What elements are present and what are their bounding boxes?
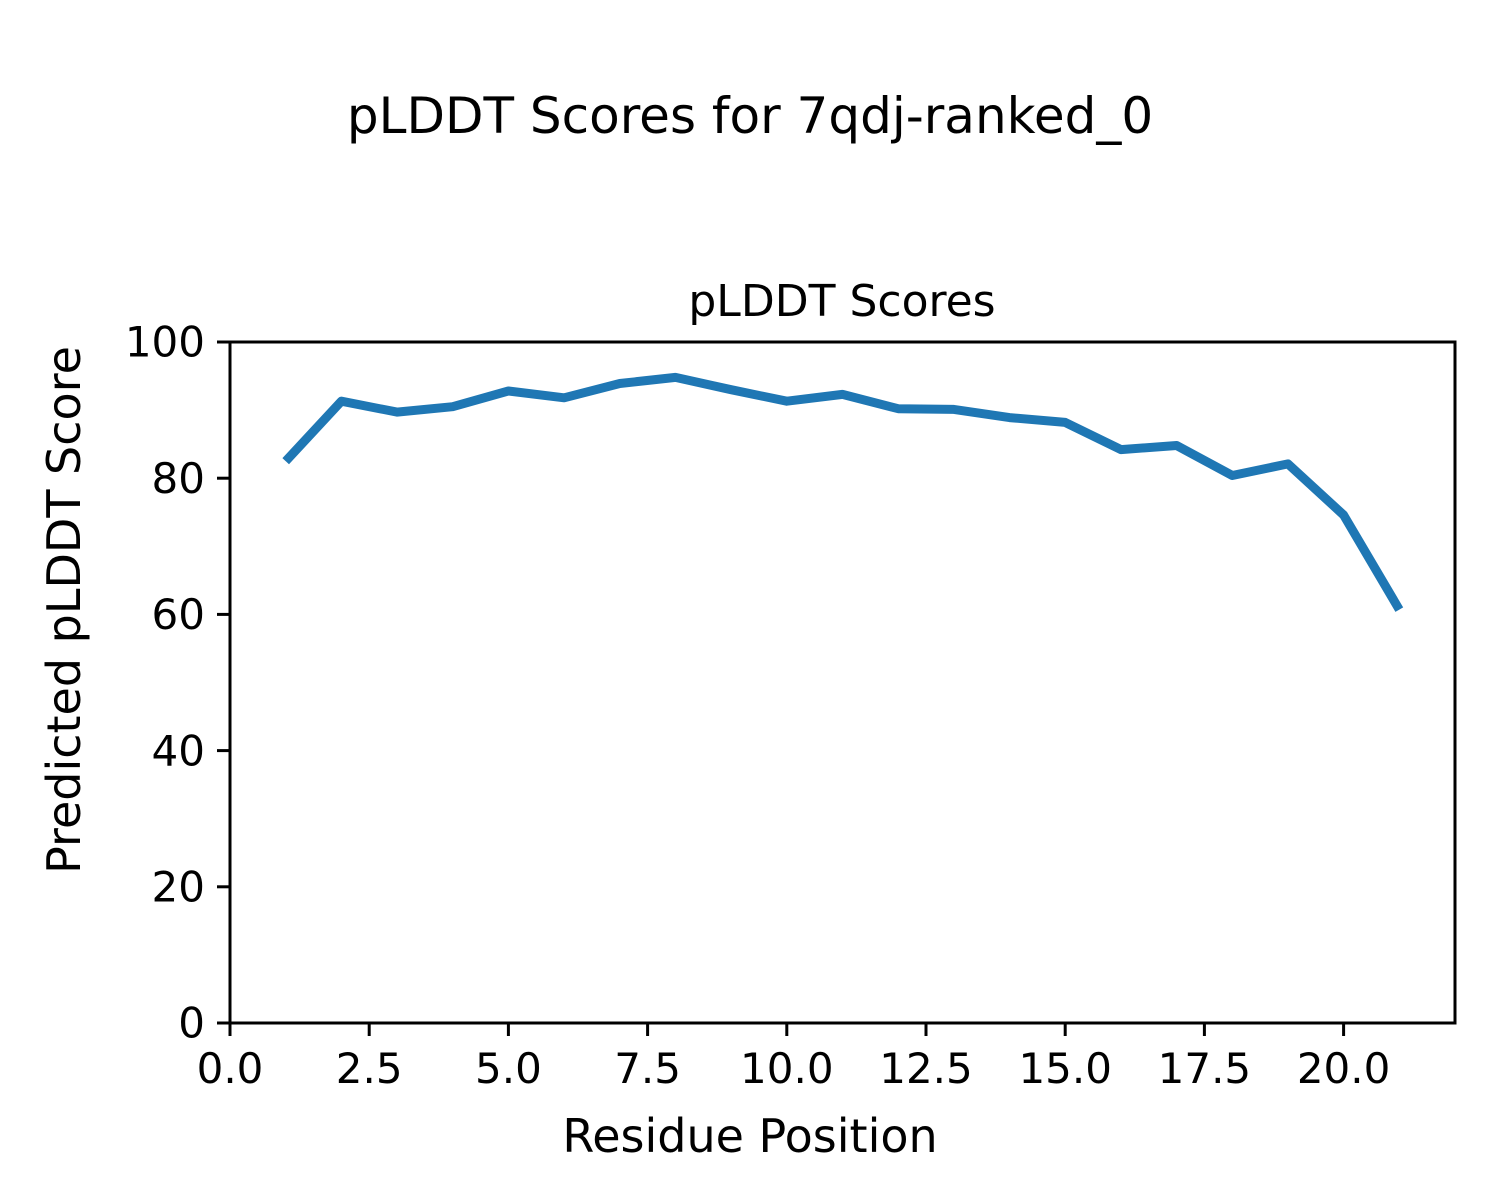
y-tick-label: 100 [125,318,205,367]
x-tick-label: 12.5 [879,1044,973,1093]
y-axis-label: Predicted pLDDT Score [37,346,91,874]
y-tick-label: 80 [152,454,205,503]
y-axis-ticks: 0 20 40 60 80 100 [125,318,230,1048]
x-tick-label: 15.0 [1018,1044,1112,1093]
x-tick-label: 5.0 [475,1044,542,1093]
x-tick-label: 20.0 [1297,1044,1391,1093]
axes-title: pLDDT Scores [688,276,995,327]
axes-frame [228,340,1457,1025]
y-tick-label: 0 [178,999,205,1048]
x-axis-label: Residue Position [562,1109,937,1163]
x-tick-label: 17.5 [1158,1044,1252,1093]
x-tick-label: 0.0 [197,1044,264,1093]
x-tick-label: 10.0 [740,1044,834,1093]
plddt-line-series [282,372,1404,612]
x-tick-label: 7.5 [614,1044,681,1093]
y-tick-label: 60 [152,590,205,639]
x-tick-label: 2.5 [336,1044,403,1093]
figure-suptitle: pLDDT Scores for 7qdj-ranked_0 [347,87,1153,145]
x-axis-ticks: 0.0 2.5 5.0 7.5 10.0 12.5 15.0 17.5 20.0 [197,1023,1391,1093]
y-tick-label: 20 [152,863,205,912]
y-tick-label: 40 [152,726,205,775]
